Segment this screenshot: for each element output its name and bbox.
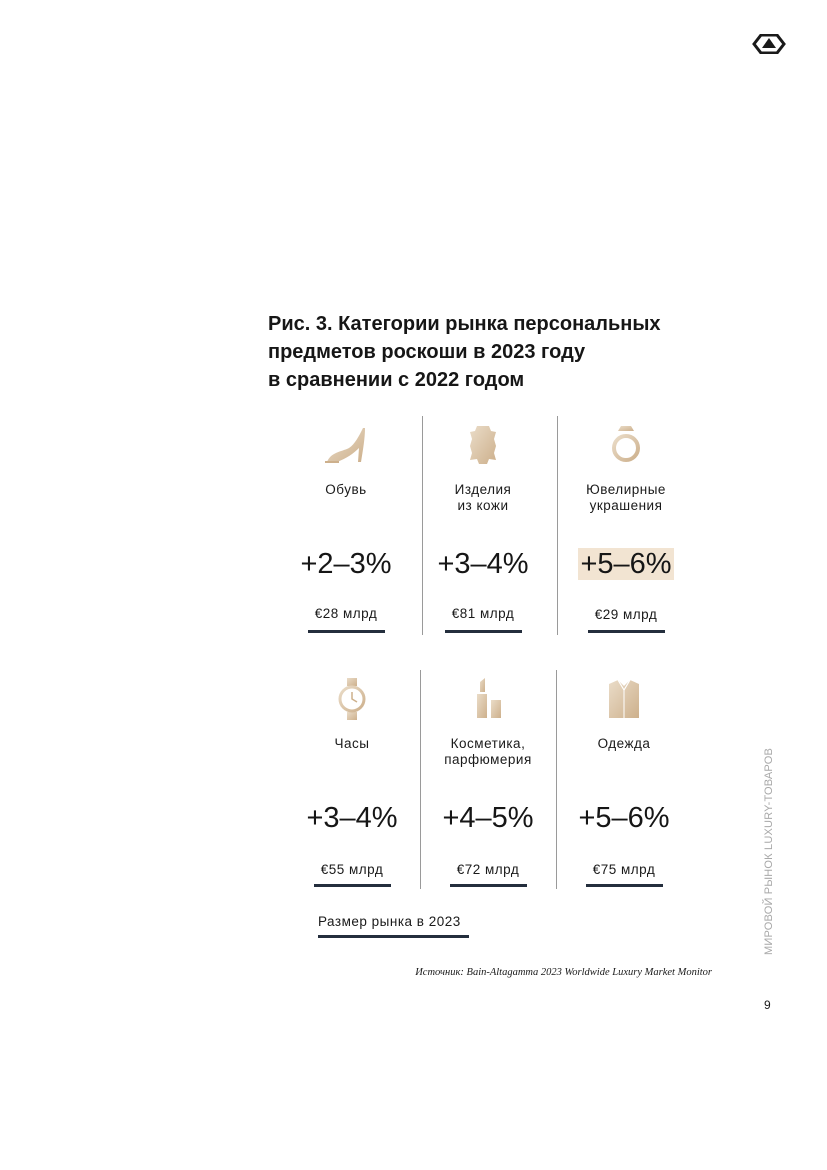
growth-value-highlighted: +5–6% bbox=[561, 547, 691, 581]
market-size-bar bbox=[450, 884, 527, 887]
figure-title-line: в сравнении с 2022 годом bbox=[268, 369, 525, 391]
figure-title: Рис. 3. Категории рынка персональных пре… bbox=[268, 310, 728, 394]
ring-icon bbox=[601, 422, 651, 468]
figure-title-line: предметов роскоши в 2023 году bbox=[268, 341, 586, 363]
category-label: Одежда bbox=[559, 736, 689, 752]
wristwatch-icon bbox=[327, 676, 377, 722]
category-label-line: парфюмерия bbox=[444, 752, 532, 767]
column-divider bbox=[420, 670, 421, 889]
market-size: €29 млрд bbox=[594, 607, 658, 622]
category-label-line: Часы bbox=[334, 736, 370, 751]
category-label: Ювелирные украшения bbox=[561, 482, 691, 514]
column-divider bbox=[557, 416, 558, 635]
category-label-line: Обувь bbox=[325, 482, 367, 497]
category-label-line: Ювелирные bbox=[586, 482, 666, 497]
shirt-icon bbox=[599, 676, 649, 722]
market-size: €75 млрд bbox=[592, 862, 656, 877]
market-size-bar bbox=[445, 630, 522, 633]
figure-title-line: Рис. 3. Категории рынка персональных bbox=[268, 313, 661, 335]
category-label: Часы bbox=[287, 736, 417, 752]
category-label-line: Косметика, bbox=[450, 736, 526, 751]
market-size-bar bbox=[588, 630, 665, 633]
market-size-bar bbox=[586, 884, 663, 887]
high-heel-shoe-icon bbox=[321, 422, 371, 468]
category-label-line: украшения bbox=[589, 498, 663, 513]
market-size: €81 млрд bbox=[451, 606, 515, 621]
market-size-bar bbox=[308, 630, 385, 633]
growth-value-text: +5–6% bbox=[578, 802, 670, 834]
category-label: Обувь bbox=[281, 482, 411, 498]
growth-value: +4–5% bbox=[423, 801, 553, 835]
growth-value-text: +2–3% bbox=[300, 548, 392, 580]
legend-bar bbox=[318, 935, 469, 938]
page-number: 9 bbox=[764, 998, 771, 1012]
category-label-line: Одежда bbox=[597, 736, 651, 751]
growth-value-text: +3–4% bbox=[306, 802, 398, 834]
leather-hide-icon bbox=[458, 422, 508, 468]
growth-value-text: +3–4% bbox=[437, 548, 529, 580]
section-sidebar-label: МИРОВОЙ РЫНОК LUXURY-ТОВАРОВ bbox=[763, 747, 775, 955]
category-label: Изделия из кожи bbox=[418, 482, 548, 514]
column-divider bbox=[556, 670, 557, 889]
source-note: Источник: Bain-Altagamma 2023 Worldwide … bbox=[415, 967, 712, 978]
growth-value-text: +5–6% bbox=[578, 548, 674, 580]
growth-value: +3–4% bbox=[287, 801, 417, 835]
category-label-line: из кожи bbox=[457, 498, 509, 513]
brand-logo-icon bbox=[752, 33, 786, 55]
market-size: €72 млрд bbox=[456, 862, 520, 877]
lipstick-icon bbox=[463, 676, 513, 722]
market-size-bar bbox=[314, 884, 391, 887]
legend-label: Размер рынка в 2023 bbox=[318, 914, 461, 929]
market-size: €28 млрд bbox=[314, 606, 378, 621]
market-size: €55 млрд bbox=[320, 862, 384, 877]
category-label-line: Изделия bbox=[454, 482, 512, 497]
column-divider bbox=[422, 416, 423, 635]
growth-value: +2–3% bbox=[281, 547, 411, 581]
growth-value: +5–6% bbox=[559, 801, 689, 835]
growth-value: +3–4% bbox=[418, 547, 548, 581]
growth-value-text: +4–5% bbox=[442, 802, 534, 834]
category-label: Косметика, парфюмерия bbox=[423, 736, 553, 768]
